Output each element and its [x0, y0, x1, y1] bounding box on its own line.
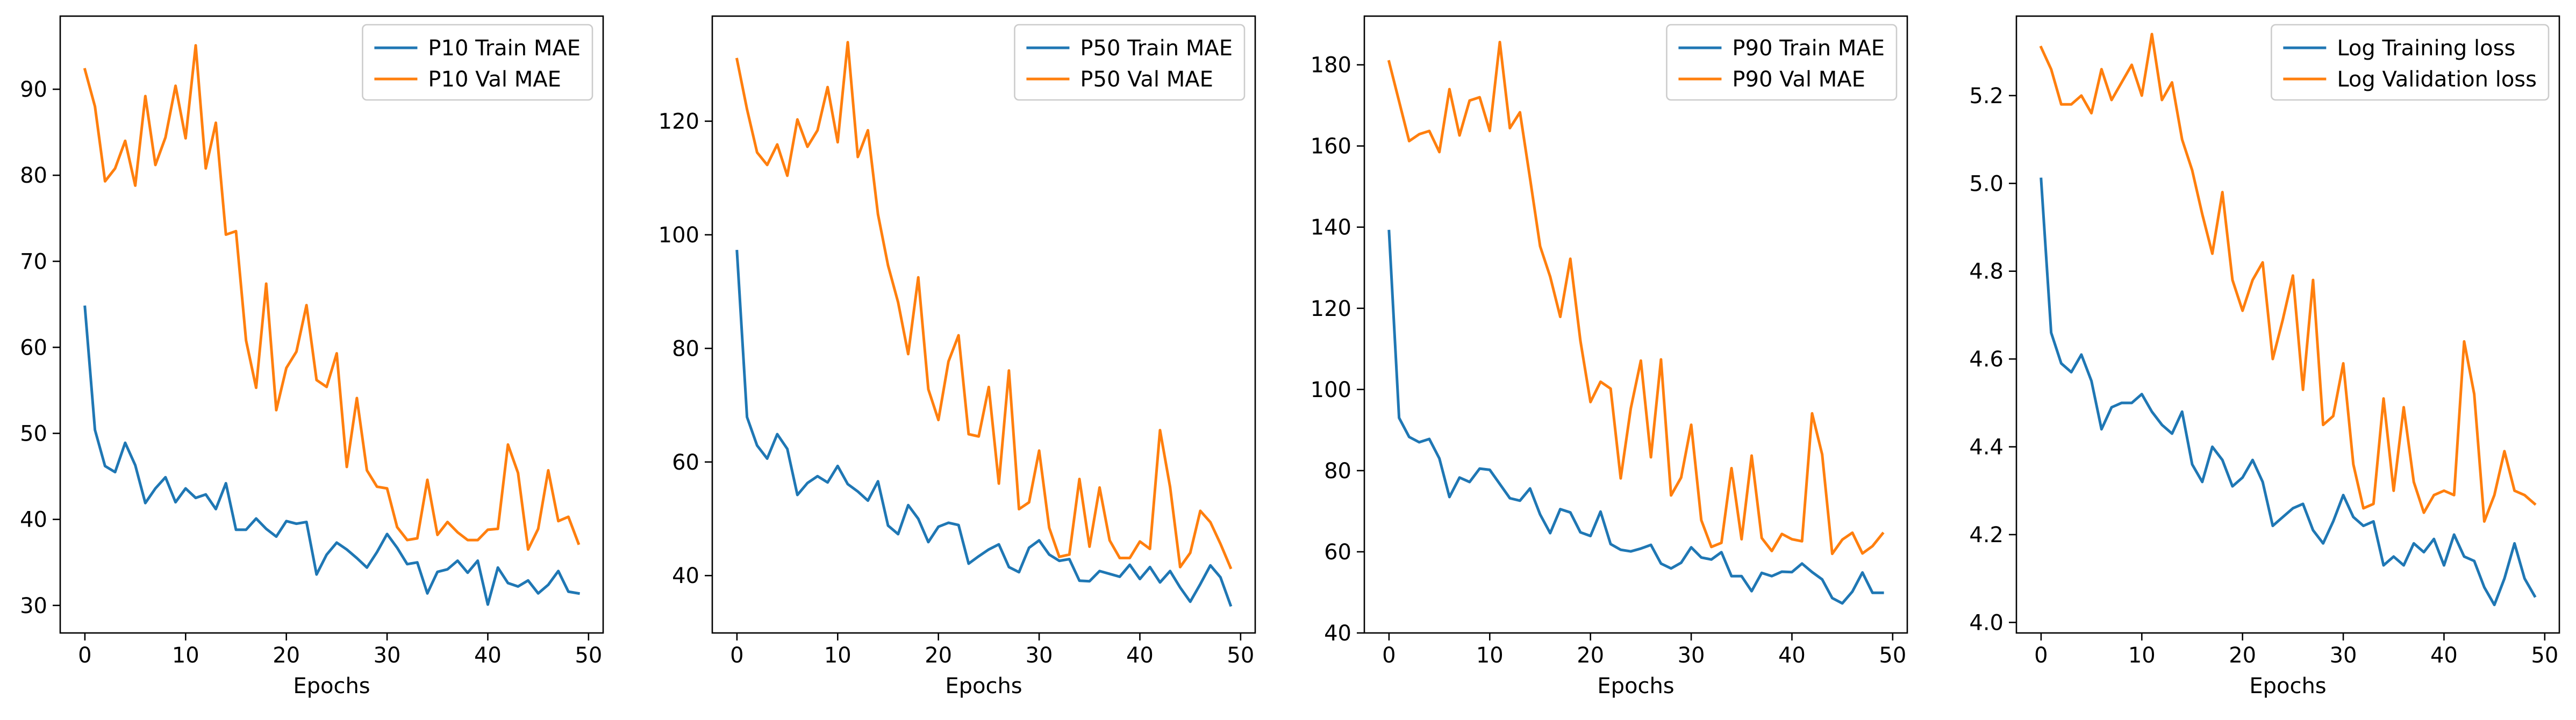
x-tick-label: 50	[2531, 643, 2558, 668]
y-tick-label: 30	[20, 594, 47, 618]
x-tick-label: 30	[1678, 643, 1705, 668]
y-tick-label: 4.0	[1969, 610, 2003, 635]
x-tick-label: 50	[575, 643, 602, 668]
legend: P90 Train MAE P90 Val MAE	[1666, 24, 1898, 101]
x-tick-label: 0	[730, 643, 743, 668]
x-tick-label: 20	[1577, 643, 1604, 668]
legend-label: P10 Val MAE	[428, 67, 561, 92]
y-tick-label: 80	[1324, 459, 1351, 484]
x-tick-label: 0	[1382, 643, 1396, 668]
x-tick-label: 50	[1879, 643, 1906, 668]
y-tick-label: 4.4	[1969, 435, 2003, 460]
axes-frame	[1363, 15, 1908, 634]
chart-panel-4: 0 10 20 30 40 50 4.0 4.2 4.4 4.6 4.8 5.0 5.2 Epochs Lo…	[1969, 15, 2560, 699]
x-tick-label: 10	[824, 643, 851, 668]
legend-box	[2271, 24, 2550, 101]
series-line-2	[83, 44, 581, 551]
x-tick-label: 40	[2430, 643, 2458, 668]
series-line-1	[2040, 177, 2537, 607]
x-tick-label: 10	[172, 643, 199, 668]
x-tick-label: 30	[2330, 643, 2357, 668]
x-tick-label: 50	[1227, 643, 1254, 668]
axes-frame	[59, 15, 604, 634]
series-line-1	[1387, 229, 1884, 605]
x-tick-label: 20	[273, 643, 300, 668]
legend-label: P50 Val MAE	[1080, 67, 1213, 92]
x-tick-label: 40	[1778, 643, 1806, 668]
chart-panel-1: 0 10 20 30 40 50 30 40 50 60 70 80 90 Epochs P10 Train…	[20, 15, 604, 699]
x-tick-label: 10	[2128, 643, 2156, 668]
y-tick-label: 160	[1311, 134, 1351, 159]
x-tick-label: 10	[1476, 643, 1504, 668]
x-axis-label: Epochs	[945, 674, 1022, 699]
y-tick-label: 180	[1311, 53, 1351, 78]
y-tick-label: 100	[1311, 378, 1351, 402]
series-line-2	[2039, 33, 2537, 523]
x-tick-label: 20	[925, 643, 952, 668]
axes-frame	[711, 15, 1256, 634]
x-axis-label: Epochs	[293, 674, 370, 699]
legend-label: Log Training loss	[2337, 36, 2515, 61]
y-tick-label: 70	[20, 249, 47, 274]
legend-box	[1666, 24, 1898, 101]
y-tick-label: 120	[1311, 297, 1351, 321]
y-tick-label: 4.6	[1969, 347, 2003, 372]
y-tick-label: 80	[672, 336, 699, 361]
y-tick-label: 40	[1324, 621, 1351, 646]
x-tick-label: 40	[474, 643, 502, 668]
legend-label: Log Validation loss	[2337, 67, 2537, 92]
legend: P10 Train MAE P10 Val MAE	[362, 24, 593, 101]
series-line-2	[735, 41, 1233, 570]
x-axis-label: Epochs	[1597, 674, 1674, 699]
y-tick-label: 60	[20, 335, 47, 360]
axes-frame	[2015, 15, 2560, 634]
y-tick-label: 5.2	[1969, 84, 2003, 109]
chart-panel-2: 0 10 20 30 40 50 40 60 80 100 120 Epochs P50 Train M…	[659, 15, 1256, 699]
legend-label: P90 Train MAE	[1732, 36, 1885, 61]
y-tick-label: 60	[1324, 540, 1351, 565]
x-tick-label: 0	[78, 643, 91, 668]
y-tick-label: 5.0	[1969, 171, 2003, 196]
x-tick-label: 0	[2034, 643, 2048, 668]
y-tick-label: 80	[20, 163, 47, 188]
y-tick-label: 90	[20, 77, 47, 102]
y-tick-label: 140	[1311, 215, 1351, 240]
x-tick-label: 40	[1126, 643, 1154, 668]
series-line-2	[1387, 40, 1885, 556]
legend: Log Training loss Log Validation loss	[2271, 24, 2550, 101]
y-tick-label: 4.8	[1969, 260, 2003, 284]
y-tick-label: 4.2	[1969, 523, 2003, 548]
y-tick-label: 120	[659, 110, 699, 134]
legend-label: P10 Train MAE	[428, 36, 581, 61]
y-tick-label: 50	[20, 422, 47, 447]
series-line-1	[83, 305, 580, 606]
x-tick-label: 20	[2229, 643, 2256, 668]
legend: P50 Train MAE P50 Val MAE	[1014, 24, 1246, 101]
legend-box	[1014, 24, 1246, 101]
series-line-1	[735, 249, 1233, 607]
y-tick-label: 40	[20, 508, 47, 532]
legend-label: P90 Val MAE	[1732, 67, 1865, 92]
legend-box	[362, 24, 593, 101]
x-axis-label: Epochs	[2249, 674, 2326, 699]
legend-label: P50 Train MAE	[1080, 36, 1233, 61]
y-tick-label: 40	[672, 564, 699, 588]
y-tick-label: 100	[659, 223, 699, 248]
chart-panel-3: 0 10 20 30 40 50 40 60 80 100 120 140 160 180 Epochs P9…	[1311, 15, 1908, 699]
y-tick-label: 60	[672, 450, 699, 475]
x-tick-label: 30	[374, 643, 401, 668]
x-tick-label: 30	[1026, 643, 1053, 668]
